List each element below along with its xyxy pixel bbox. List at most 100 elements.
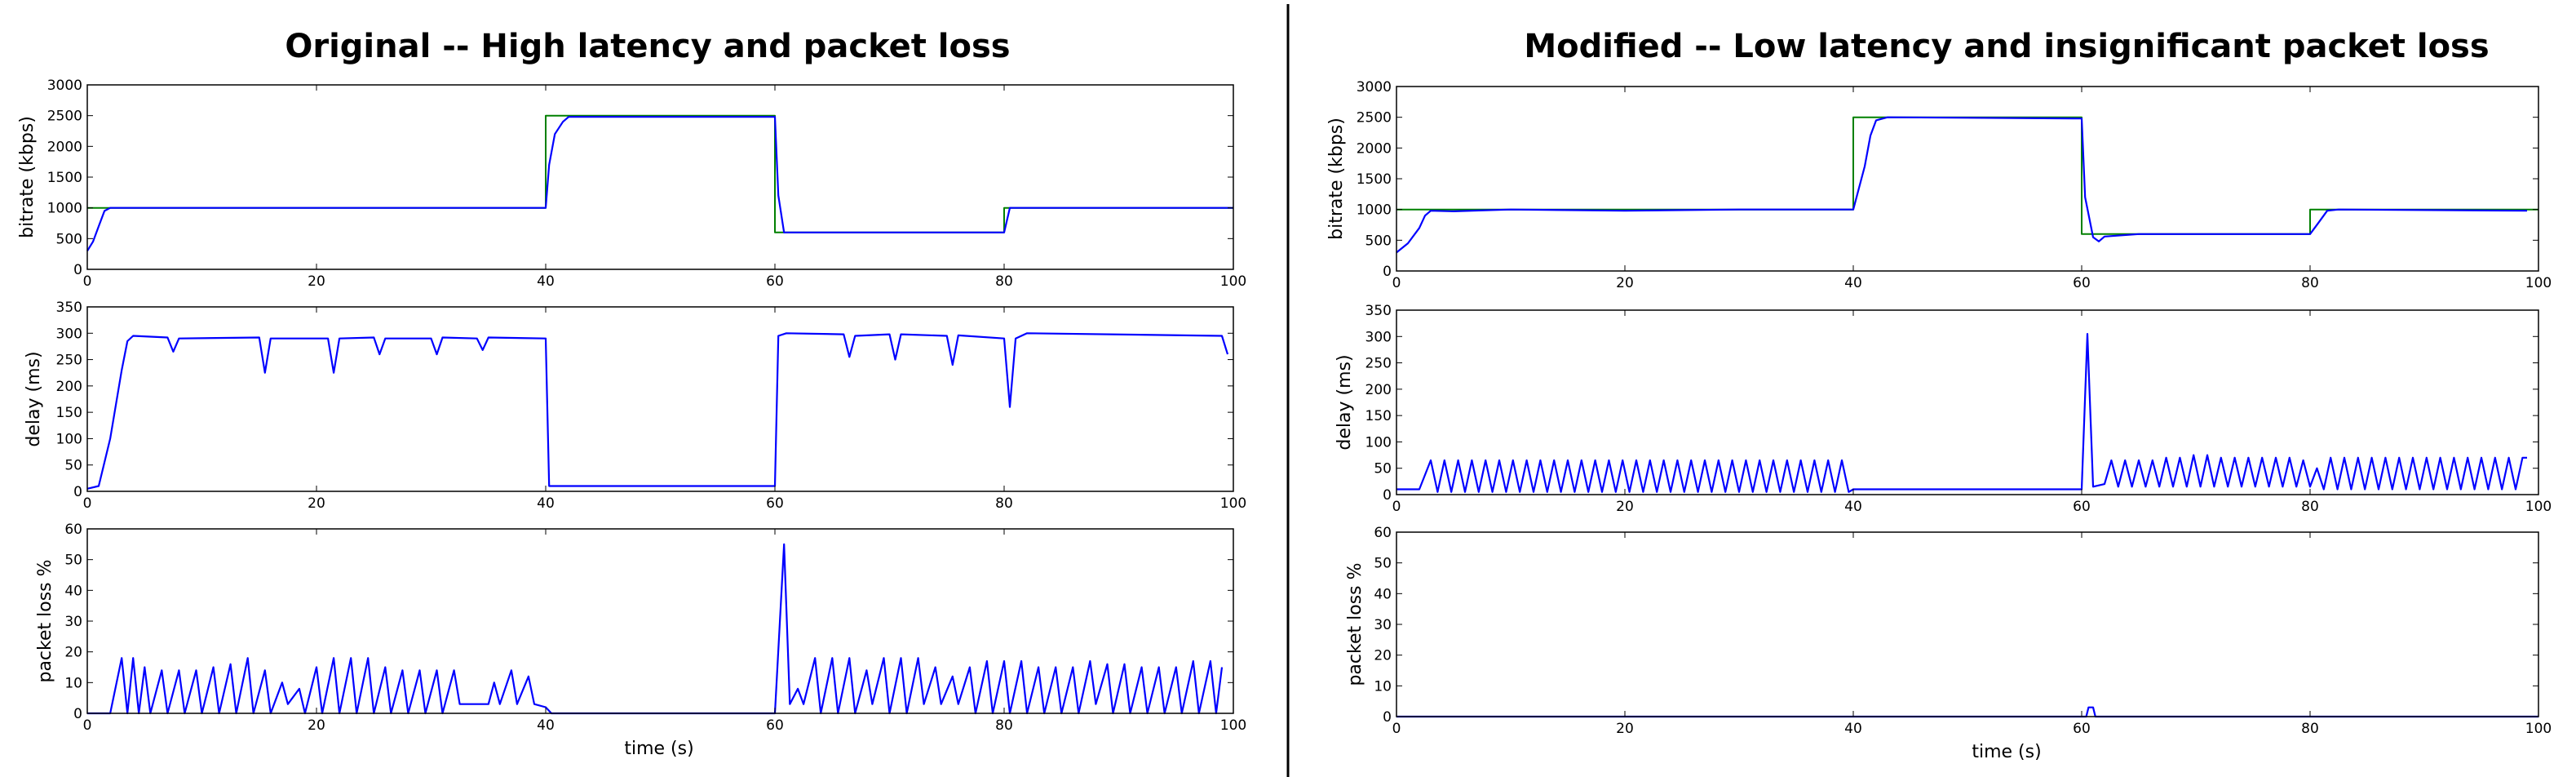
y-tick-label: 350 — [56, 300, 82, 316]
y-tick-label: 0 — [1383, 709, 1392, 726]
y-tick-label: 1500 — [1357, 171, 1392, 188]
x-tick-label: 20 — [1616, 721, 1634, 737]
x-tick-label: 80 — [2301, 275, 2319, 291]
y-axis-label: delay (ms) — [24, 351, 44, 446]
axes-frame-orig_delay — [86, 306, 1234, 492]
x-tick-label: 20 — [1616, 275, 1634, 291]
y-tick-label: 50 — [1374, 461, 1392, 477]
y-tick-label: 100 — [1365, 434, 1392, 451]
y-tick-label: 150 — [56, 405, 82, 421]
y-tick-label: 50 — [1374, 556, 1392, 572]
x-tick-label: 0 — [1392, 275, 1401, 291]
axes-frame-mod_loss — [1396, 531, 2539, 717]
y-tick-label: 30 — [1374, 617, 1392, 633]
series-line-mod_delay-delay — [1396, 333, 2527, 493]
y-tick-label: 100 — [56, 431, 82, 447]
y-tick-label: 2000 — [47, 139, 82, 155]
y-tick-label: 1000 — [47, 201, 82, 217]
right-panel-title: Modified -- Low latency and insignifican… — [1524, 28, 2489, 65]
x-tick-label: 0 — [1392, 499, 1401, 515]
right-xlabel: time (s) — [1972, 742, 2041, 762]
axes-frame-orig_bitrate — [86, 84, 1234, 270]
x-tick-label: 40 — [1844, 499, 1862, 515]
y-tick-label: 0 — [73, 262, 82, 278]
x-tick-label: 100 — [1220, 495, 1246, 512]
y-tick-label: 500 — [56, 231, 82, 247]
x-tick-label: 0 — [1392, 721, 1401, 737]
x-tick-label: 100 — [2525, 275, 2552, 291]
x-tick-label: 0 — [83, 273, 92, 290]
y-tick-label: 2500 — [47, 109, 82, 125]
x-tick-label: 40 — [537, 273, 555, 290]
y-tick-label: 50 — [64, 553, 82, 569]
series-line-mod_bitrate-measured — [1396, 116, 2528, 254]
left-panel-title: Original -- High latency and packet loss — [285, 28, 1010, 65]
x-tick-label: 40 — [1844, 721, 1862, 737]
y-tick-label: 2000 — [1357, 140, 1392, 157]
axes-frame-orig_loss — [86, 528, 1234, 714]
y-axis-label: bitrate (kbps) — [1326, 118, 1347, 240]
x-tick-label: 80 — [995, 717, 1013, 734]
y-tick-label: 200 — [56, 379, 82, 395]
y-tick-label: 3000 — [1357, 79, 1392, 95]
plot-orig_loss: 0 20 40 60 80 100 0 10 20 30 40 50 60 packet loss % — [35, 522, 1246, 734]
y-tick-label: 1500 — [47, 170, 82, 186]
series-line-orig_bitrate-target — [87, 114, 1233, 233]
series-line-orig_bitrate-measured — [86, 116, 1233, 251]
x-tick-label: 60 — [766, 495, 784, 512]
plot-orig_delay: 0 20 40 60 80 100 0 50 100 150 200 250 300 350 delay (… — [24, 300, 1246, 512]
x-tick-label: 60 — [2073, 275, 2091, 291]
y-axis-label: packet loss % — [35, 559, 55, 682]
y-tick-label: 60 — [64, 522, 82, 538]
y-tick-label: 0 — [73, 706, 82, 722]
plots-layer: 0 20 40 60 80 100050010001500200025003000bitr… — [17, 78, 2552, 737]
y-tick-label: 300 — [56, 326, 82, 342]
y-tick-label: 20 — [1374, 648, 1392, 664]
y-tick-label: 1000 — [1357, 202, 1392, 219]
x-tick-label: 100 — [1220, 273, 1246, 290]
y-tick-label: 500 — [1365, 233, 1392, 249]
series-line-mod_loss-loss — [1396, 706, 2538, 718]
x-tick-label: 40 — [537, 495, 555, 512]
plot-mod_delay: 0 20 40 60 80 100 0 50 100 150 200 250 300 350 delay (… — [1334, 303, 2552, 515]
y-tick-label: 250 — [56, 353, 82, 369]
y-axis-label: packet loss % — [1345, 562, 1365, 686]
x-tick-label: 100 — [2525, 499, 2552, 515]
y-tick-label: 40 — [64, 583, 82, 599]
y-tick-label: 20 — [64, 645, 82, 661]
y-tick-label: 60 — [1374, 525, 1392, 541]
y-tick-label: 300 — [1365, 329, 1392, 345]
left-xlabel: time (s) — [624, 739, 693, 759]
plot-mod_bitrate: 0 20 40 60 80 100050010001500200025003000bitr… — [1326, 79, 2552, 291]
x-tick-label: 80 — [995, 273, 1013, 290]
x-tick-label: 20 — [308, 495, 325, 512]
series-line-orig_delay-delay — [86, 332, 1229, 490]
y-tick-label: 40 — [1374, 586, 1392, 602]
x-tick-label: 60 — [2073, 499, 2091, 515]
y-tick-label: 30 — [64, 614, 82, 630]
y-axis-label: delay (ms) — [1334, 354, 1355, 450]
x-tick-label: 40 — [1844, 275, 1862, 291]
y-tick-label: 0 — [1383, 487, 1392, 504]
axes-frame-mod_bitrate — [1396, 86, 2539, 272]
y-tick-label: 2500 — [1357, 110, 1392, 127]
x-tick-label: 0 — [83, 717, 92, 734]
x-tick-label: 100 — [2525, 721, 2552, 737]
y-tick-label: 3000 — [47, 78, 82, 94]
x-tick-label: 60 — [766, 717, 784, 734]
x-tick-label: 20 — [308, 717, 325, 734]
y-tick-label: 150 — [1365, 408, 1392, 424]
x-tick-label: 60 — [2073, 721, 2091, 737]
x-tick-label: 100 — [1220, 717, 1246, 734]
axes-frame-mod_delay — [1396, 309, 2539, 495]
plot-orig_bitrate: 0 20 40 60 80 100050010001500200025003000bitr… — [17, 78, 1246, 290]
y-tick-label: 250 — [1365, 356, 1392, 372]
y-tick-label: 10 — [1374, 678, 1392, 695]
x-tick-label: 20 — [308, 273, 325, 290]
y-tick-label: 10 — [64, 675, 82, 691]
y-axis-label: bitrate (kbps) — [17, 116, 38, 238]
y-tick-label: 200 — [1365, 382, 1392, 398]
y-tick-label: 0 — [1383, 264, 1392, 280]
x-tick-label: 80 — [2301, 721, 2319, 737]
